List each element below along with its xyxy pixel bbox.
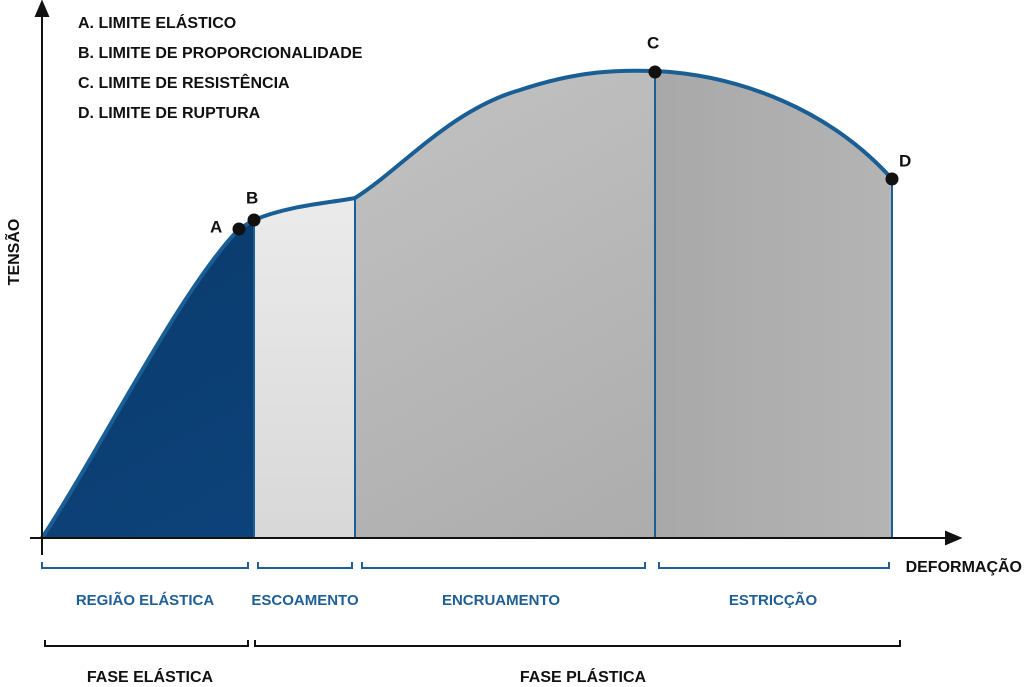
x-axis-label: DEFORMAÇÃO — [906, 556, 1022, 576]
axes — [30, 0, 963, 555]
point-label: C — [647, 33, 659, 52]
regions-fill — [42, 70, 892, 538]
legend-item: C. LIMITE DE RESISTÊNCIA — [78, 73, 290, 92]
dividers — [253, 71, 893, 538]
point-label: A — [210, 217, 222, 236]
phase-label: FASE ELÁSTICA — [87, 667, 214, 686]
points — [232, 65, 899, 236]
legend-item: B. LIMITE DE PROPORCIONALIDADE — [78, 45, 363, 62]
legend-item: D. LIMITE DE RUPTURA — [78, 105, 261, 122]
phase-label: FASE PLÁSTICA — [520, 667, 647, 686]
region-label: ENCRUAMENTO — [442, 592, 560, 609]
y-axis-label: TENSÃO — [3, 219, 23, 286]
region-brackets — [41, 562, 890, 569]
point-label: D — [899, 151, 911, 170]
region-label: REGIÃO ELÁSTICA — [76, 591, 215, 609]
region-label: ESCOAMENTO — [251, 592, 359, 609]
point-label: B — [246, 188, 258, 207]
legend-item: A. LIMITE ELÁSTICO — [78, 13, 236, 32]
phase-brackets — [44, 640, 901, 647]
curve — [40, 68, 894, 540]
region-label: ESTRICÇÃO — [729, 591, 818, 609]
